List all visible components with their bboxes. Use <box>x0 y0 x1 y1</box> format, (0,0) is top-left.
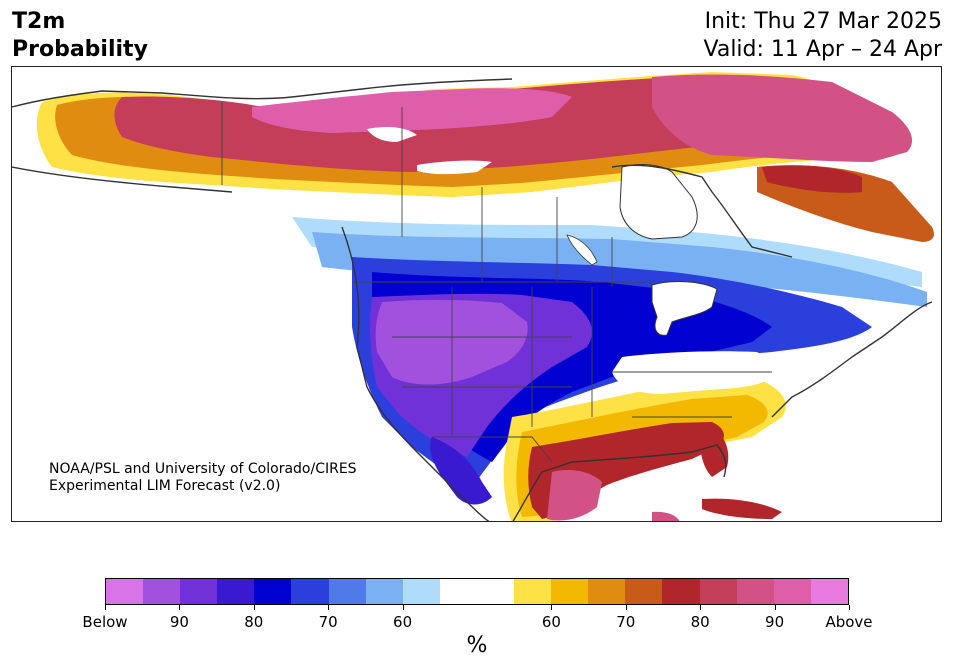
colorbar-swatch <box>773 579 811 604</box>
colorbar-swatch <box>106 579 144 604</box>
above-region-gulf-peak <box>547 470 602 521</box>
colorbar-swatch <box>217 579 255 604</box>
colorbar-swatch <box>625 579 663 604</box>
colorbar-tick-mark <box>402 605 404 610</box>
colorbar-tick-label: 60 <box>393 613 413 631</box>
colorbar-tick-label: 80 <box>244 613 264 631</box>
map-title: T2m Probability <box>12 8 148 64</box>
colorbar-tick-mark <box>774 605 776 610</box>
colorbar-swatch <box>365 579 403 604</box>
colorbar <box>105 578 849 605</box>
colorbar-swatch <box>328 579 366 604</box>
colorbar-tick-mark <box>253 605 255 610</box>
neutral-east <box>612 351 782 394</box>
hudson-bay <box>619 164 698 240</box>
colorbar-swatch <box>588 579 626 604</box>
colorbar-swatch <box>402 579 440 604</box>
colorbar-tick-label: 70 <box>616 613 636 631</box>
great-bear-lake <box>367 127 417 142</box>
land-layer <box>36 72 934 521</box>
lake-winnipeg <box>566 234 598 266</box>
great-lakes <box>651 281 718 336</box>
above-region-florida <box>700 422 729 477</box>
colorbar-swatch <box>699 579 737 604</box>
valid-range: Valid: 11 Apr – 24 Apr <box>703 37 943 62</box>
colorbar-swatch <box>551 579 589 604</box>
colorbar-swatch <box>180 579 218 604</box>
great-slave-lake <box>417 160 492 175</box>
colorbar-swatch <box>254 579 292 604</box>
credit-line-1: NOAA/PSL and University of Colorado/CIRE… <box>49 461 357 477</box>
colorbar-tick-mark <box>328 605 330 610</box>
coastline-layer <box>12 78 933 521</box>
colorbar-tick-mark <box>700 605 702 610</box>
variable-label: T2m <box>12 9 66 34</box>
above-region-greenland <box>652 74 912 162</box>
colorbar-swatch <box>736 579 774 604</box>
above-region-cuba <box>702 498 782 519</box>
colorbar-swatch <box>143 579 181 604</box>
colorbar-swatch <box>514 579 552 604</box>
colorbar-swatch <box>291 579 329 604</box>
colorbar-swatch <box>810 579 848 604</box>
colorbar-tick-label: 90 <box>169 613 189 631</box>
colorbar-swatch <box>476 579 515 604</box>
colorbar-tick-label: Below <box>82 613 128 631</box>
border-layer <box>221 102 772 463</box>
colorbar-tick-mark <box>105 605 106 610</box>
above-region-north-peak <box>252 88 572 133</box>
above-region-labrador-core <box>762 165 862 193</box>
colorbar-tick-label: Above <box>825 613 873 631</box>
credit-line-2: Experimental LIM Forecast (v2.0) <box>49 478 281 494</box>
probability-map[interactable] <box>11 66 942 522</box>
above-region-caribbean <box>652 511 680 521</box>
map-canvas <box>12 72 934 521</box>
colorbar-tick-mark <box>625 605 627 610</box>
product-label: Probability <box>12 37 148 62</box>
credit-text: NOAA/PSL and University of Colorado/CIRE… <box>49 461 357 495</box>
colorbar-swatch <box>662 579 700 604</box>
below-region-mexico <box>430 437 492 505</box>
colorbar-tick-label: 70 <box>318 613 338 631</box>
colorbar-tick-label: 90 <box>765 613 785 631</box>
colorbar-tick-label: 80 <box>690 613 710 631</box>
colorbar-tick-label: 60 <box>541 613 561 631</box>
colorbar-tick-mark <box>849 605 850 610</box>
forecast-dates: Init: Thu 27 Mar 2025 Valid: 11 Apr – 24… <box>704 8 943 64</box>
colorbar-tick-mark <box>551 605 553 610</box>
colorbar-tick-mark <box>179 605 181 610</box>
colorbar-unit: % <box>466 633 488 658</box>
colorbar-swatch <box>439 579 477 604</box>
init-date: Init: Thu 27 Mar 2025 <box>704 9 942 34</box>
